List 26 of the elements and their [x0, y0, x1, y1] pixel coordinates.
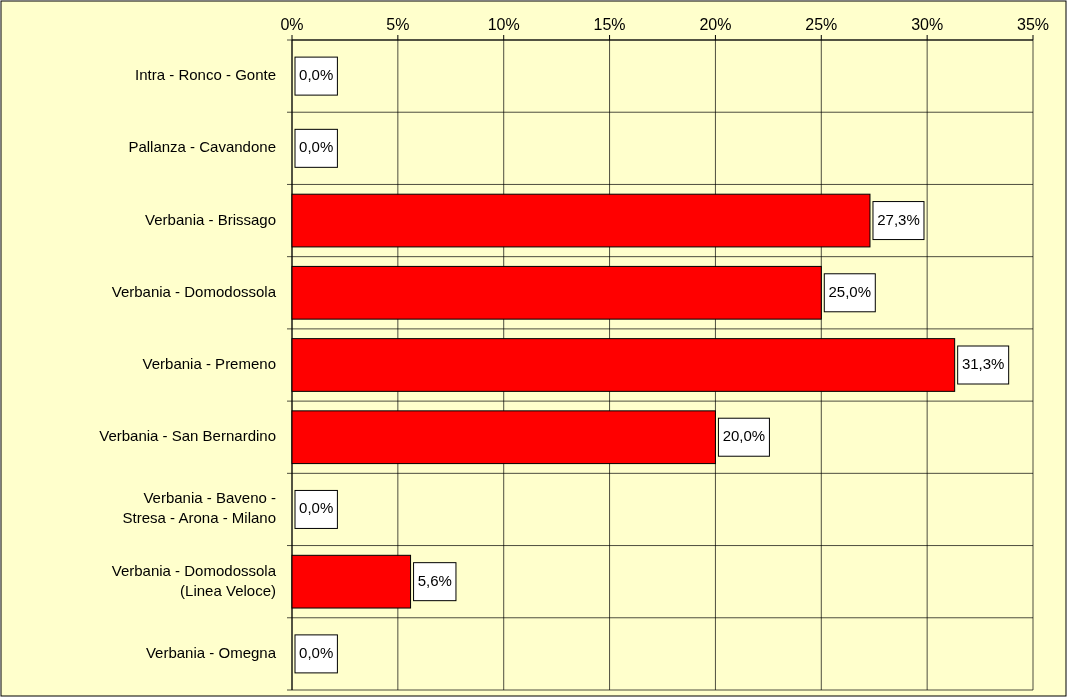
y-tick-label: Verbania - Domodossola — [111, 282, 277, 300]
x-tick-label: 0% — [280, 16, 304, 33]
data-label: 0,0% — [299, 643, 334, 661]
y-tick-label: Verbania - Brissago — [145, 210, 276, 228]
data-label: 0,0% — [299, 138, 334, 156]
data-label: 25,0% — [828, 282, 872, 300]
data-label: 0,0% — [299, 66, 334, 84]
y-tick-label: Verbania - San Bernardino — [99, 427, 276, 445]
data-label: 20,0% — [722, 427, 766, 445]
x-tick-label: 15% — [593, 16, 626, 33]
y-tick-label: Verbania - Domodossola (Linea Veloce) — [111, 561, 277, 599]
y-tick-label: Verbania - Omegna — [145, 643, 277, 661]
x-tick-label: 5% — [386, 16, 410, 33]
y-tick-label: Verbania - Premeno — [142, 354, 276, 372]
x-tick-label: 35% — [1016, 16, 1050, 33]
y-tick-label: Pallanza - Cavandone — [128, 138, 276, 156]
data-label: 5,6% — [417, 571, 452, 589]
data-label: 0,0% — [299, 499, 334, 517]
x-tick-label: 10% — [487, 16, 520, 33]
x-tick-label: 30% — [911, 16, 944, 33]
x-tick-label: 25% — [805, 16, 838, 33]
data-label: 31,3% — [961, 354, 1005, 372]
y-tick-label: Verbania - Baveno - Stresa - Arona - Milano — [122, 489, 276, 527]
data-label: 27,3% — [877, 210, 920, 228]
x-tick-label: 20% — [699, 16, 732, 33]
y-tick-label: Intra - Ronco - Gonte — [135, 66, 276, 84]
